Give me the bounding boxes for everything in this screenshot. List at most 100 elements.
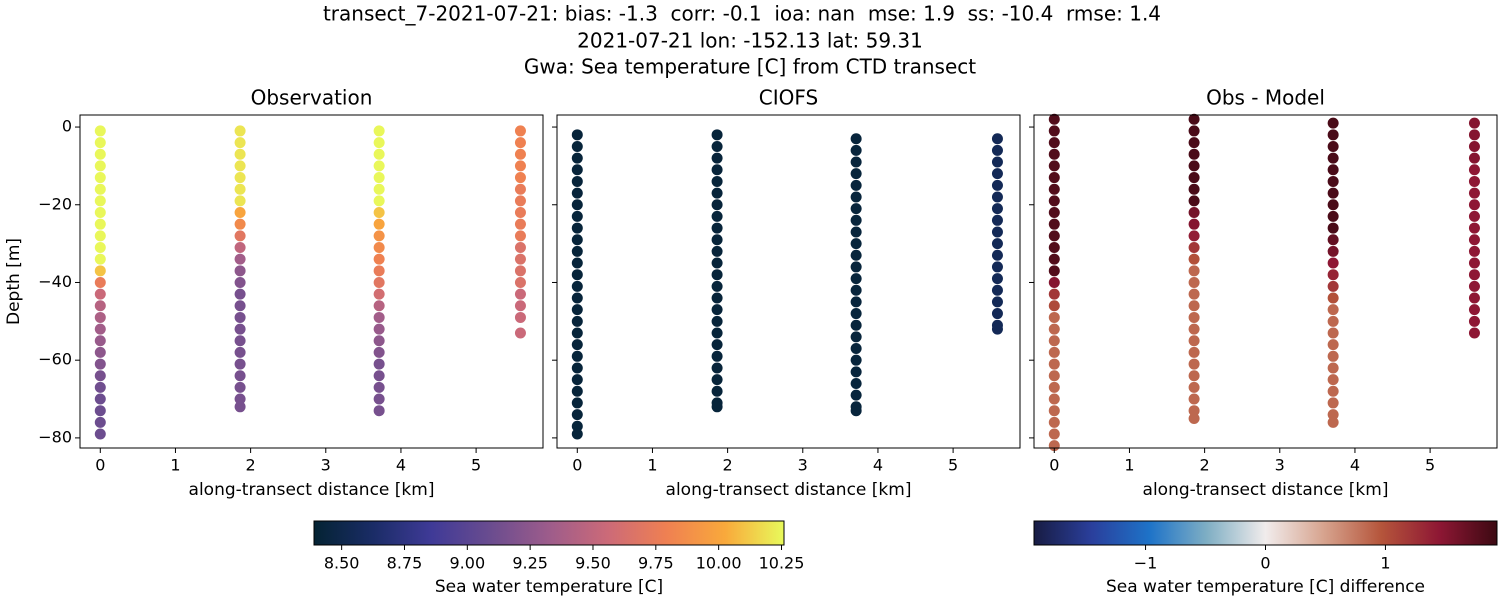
- data-point: [711, 187, 723, 199]
- data-point: [1188, 412, 1200, 424]
- data-point: [1327, 234, 1339, 246]
- x-tick-label: 1: [647, 456, 657, 475]
- colorbar-label: Sea water temperature [C]: [435, 577, 663, 597]
- data-point: [1188, 405, 1200, 417]
- data-point: [571, 292, 583, 304]
- data-point: [711, 257, 723, 269]
- data-point: [850, 331, 862, 343]
- data-point: [711, 164, 723, 176]
- x-tick-label: 2: [1200, 456, 1210, 475]
- data-point: [1048, 416, 1060, 428]
- data-point: [1188, 393, 1200, 405]
- data-point: [514, 288, 526, 300]
- data-point: [373, 160, 385, 172]
- data-point: [1468, 210, 1480, 222]
- data-point: [850, 203, 862, 215]
- data-point: [571, 350, 583, 362]
- colorbar-tick-label: 9.75: [638, 554, 674, 573]
- data-point: [1188, 113, 1200, 125]
- data-point: [94, 381, 106, 393]
- data-point: [1468, 280, 1480, 292]
- data-point: [1327, 269, 1339, 281]
- data-point: [1048, 288, 1060, 300]
- data-point: [1188, 346, 1200, 358]
- data-point: [711, 152, 723, 164]
- data-point: [1327, 152, 1339, 164]
- data-point: [514, 172, 526, 184]
- data-point: [1327, 199, 1339, 211]
- x-tick-label: 3: [1275, 456, 1285, 475]
- colorbar-tick-label: 10.00: [696, 554, 742, 573]
- x-tick-label: 0: [1049, 456, 1059, 475]
- data-point: [234, 230, 246, 242]
- data-point: [571, 420, 583, 432]
- data-point: [94, 218, 106, 230]
- data-point: [1327, 362, 1339, 374]
- data-point: [94, 416, 106, 428]
- plot-frame: [79, 114, 544, 449]
- data-point: [850, 308, 862, 320]
- data-point: [234, 346, 246, 358]
- data-point: [1048, 253, 1060, 265]
- data-point: [1327, 210, 1339, 222]
- data-point: [373, 288, 385, 300]
- data-point: [94, 428, 106, 440]
- data-point: [571, 327, 583, 339]
- data-point: [850, 354, 862, 366]
- data-point: [1048, 300, 1060, 312]
- data-point: [571, 199, 583, 211]
- data-point: [514, 311, 526, 323]
- data-point: [991, 156, 1003, 168]
- data-point: [571, 129, 583, 141]
- data-point: [373, 381, 385, 393]
- data-point: [1048, 323, 1060, 335]
- data-point: [850, 261, 862, 273]
- data-point: [571, 339, 583, 351]
- data-point: [373, 183, 385, 195]
- data-point: [373, 253, 385, 265]
- data-point: [1468, 245, 1480, 257]
- colorbar-tick-label: 9.00: [450, 554, 486, 573]
- data-point: [234, 370, 246, 382]
- data-point: [1327, 187, 1339, 199]
- data-point: [1468, 257, 1480, 269]
- data-point: [711, 280, 723, 292]
- x-axis-label: along-transect distance [km]: [666, 480, 912, 500]
- data-point: [1048, 242, 1060, 254]
- data-point: [1188, 172, 1200, 184]
- data-point: [571, 280, 583, 292]
- data-point: [991, 284, 1003, 296]
- data-point: [373, 276, 385, 288]
- data-point: [1188, 137, 1200, 149]
- plot-frame: [1033, 114, 1498, 449]
- data-point: [234, 358, 246, 370]
- data-point: [991, 179, 1003, 191]
- data-point: [234, 207, 246, 219]
- data-point: [571, 385, 583, 397]
- data-point: [234, 276, 246, 288]
- data-point: [991, 296, 1003, 308]
- data-point: [571, 245, 583, 257]
- colorbar-tick-label: 1: [1380, 554, 1390, 573]
- data-point: [234, 323, 246, 335]
- x-tick-label: 0: [572, 456, 582, 475]
- x-tick-label: 3: [798, 456, 808, 475]
- x-tick-label: 5: [471, 456, 481, 475]
- data-point: [711, 199, 723, 211]
- colorbar: [1033, 520, 1498, 546]
- data-point: [850, 179, 862, 191]
- data-point: [1188, 265, 1200, 277]
- data-point: [1048, 335, 1060, 347]
- data-point: [571, 304, 583, 316]
- data-point: [991, 226, 1003, 238]
- colorbar-tick-label: 8.50: [324, 554, 360, 573]
- data-point: [1188, 381, 1200, 393]
- data-point: [373, 172, 385, 184]
- data-point: [1327, 385, 1339, 397]
- x-tick-label: 4: [1350, 456, 1360, 475]
- data-point: [1327, 315, 1339, 327]
- data-point: [234, 393, 246, 405]
- data-point: [234, 218, 246, 230]
